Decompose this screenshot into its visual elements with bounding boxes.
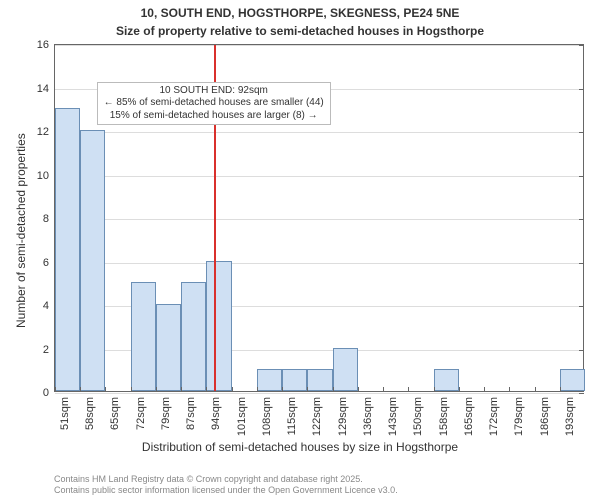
x-tick-label: 143sqm: [387, 397, 399, 436]
chart-container: 10, SOUTH END, HOGSTHORPE, SKEGNESS, PE2…: [0, 0, 600, 500]
annotation-line3: 15% of semi-detached houses are larger (…: [104, 110, 324, 123]
histogram-bar: [282, 369, 307, 391]
x-tick-label: 179sqm: [513, 397, 525, 436]
x-tick-label: 58sqm: [84, 397, 96, 430]
histogram-bar: [131, 282, 156, 391]
x-tick-mark: [55, 387, 56, 392]
x-tick-mark: [282, 387, 283, 392]
annotation-box: 10 SOUTH END: 92sqm← 85% of semi-detache…: [97, 82, 331, 126]
x-tick-mark: [206, 387, 207, 392]
attribution-footer: Contains HM Land Registry data © Crown c…: [54, 474, 398, 496]
y-tick-mark: [579, 45, 584, 46]
y-axis-label: Number of semi-detached properties: [14, 133, 28, 328]
y-tick-mark: [579, 132, 584, 133]
x-tick-mark: [434, 387, 435, 392]
x-tick-mark: [131, 387, 132, 392]
histogram-bar: [206, 261, 231, 392]
x-tick-mark: [535, 387, 536, 392]
histogram-bar: [333, 348, 358, 392]
y-tick-mark: [579, 219, 584, 220]
x-tick-mark: [484, 387, 485, 392]
gridline: [55, 263, 583, 264]
y-tick-label: 2: [43, 344, 49, 356]
gridline: [55, 45, 583, 46]
histogram-bar: [307, 369, 332, 391]
x-tick-label: 136sqm: [362, 397, 374, 436]
x-tick-label: 108sqm: [261, 397, 273, 436]
x-tick-label: 101sqm: [236, 397, 248, 436]
chart-title-line1: 10, SOUTH END, HOGSTHORPE, SKEGNESS, PE2…: [0, 6, 600, 20]
x-tick-label: 158sqm: [438, 397, 450, 436]
x-tick-mark: [105, 387, 106, 392]
x-axis-label: Distribution of semi-detached houses by …: [0, 440, 600, 454]
y-tick-label: 12: [37, 126, 49, 138]
x-tick-mark: [307, 387, 308, 392]
x-tick-label: 186sqm: [539, 397, 551, 436]
x-tick-label: 79sqm: [160, 397, 172, 430]
x-tick-mark: [383, 387, 384, 392]
x-tick-label: 165sqm: [463, 397, 475, 436]
footer-line2: Contains public sector information licen…: [54, 485, 398, 496]
x-tick-label: 115sqm: [286, 397, 298, 435]
y-tick-label: 6: [43, 257, 49, 269]
histogram-bar: [257, 369, 282, 391]
chart-title-line2: Size of property relative to semi-detach…: [0, 24, 600, 38]
y-tick-mark: [579, 306, 584, 307]
x-tick-label: 193sqm: [564, 397, 576, 436]
histogram-bar: [434, 369, 459, 391]
annotation-line1: 10 SOUTH END: 92sqm: [104, 85, 324, 98]
x-tick-label: 72sqm: [135, 397, 147, 430]
x-tick-label: 129sqm: [337, 397, 349, 436]
x-tick-mark: [80, 387, 81, 392]
histogram-bar: [55, 108, 80, 391]
histogram-bar: [156, 304, 181, 391]
footer-line1: Contains HM Land Registry data © Crown c…: [54, 474, 398, 485]
x-tick-label: 51sqm: [59, 397, 71, 430]
y-tick-mark: [579, 350, 584, 351]
gridline: [55, 132, 583, 133]
x-tick-label: 65sqm: [109, 397, 121, 430]
histogram-bar: [80, 130, 105, 391]
histogram-bar: [181, 282, 206, 391]
y-tick-mark: [579, 263, 584, 264]
y-tick-label: 0: [43, 387, 49, 399]
plot-area: 024681012141651sqm58sqm65sqm72sqm79sqm87…: [54, 44, 584, 392]
histogram-bar: [560, 369, 585, 391]
gridline: [55, 219, 583, 220]
gridline: [55, 393, 583, 394]
x-tick-mark: [232, 387, 233, 392]
x-tick-mark: [333, 387, 334, 392]
annotation-line2: ← 85% of semi-detached houses are smalle…: [104, 97, 324, 110]
x-tick-mark: [181, 387, 182, 392]
x-tick-label: 94sqm: [210, 397, 222, 430]
gridline: [55, 176, 583, 177]
y-tick-label: 8: [43, 213, 49, 225]
x-tick-label: 87sqm: [185, 397, 197, 430]
y-tick-mark: [579, 393, 584, 394]
y-tick-mark: [579, 176, 584, 177]
x-tick-mark: [358, 387, 359, 392]
x-tick-label: 150sqm: [412, 397, 424, 436]
x-tick-mark: [509, 387, 510, 392]
y-tick-label: 10: [37, 170, 49, 182]
x-tick-mark: [257, 387, 258, 392]
y-tick-label: 4: [43, 300, 49, 312]
y-tick-label: 16: [37, 39, 49, 51]
x-tick-label: 172sqm: [488, 397, 500, 436]
x-tick-mark: [156, 387, 157, 392]
x-tick-mark: [408, 387, 409, 392]
y-tick-label: 14: [37, 83, 49, 95]
x-tick-label: 122sqm: [311, 397, 323, 436]
x-tick-mark: [560, 387, 561, 392]
x-tick-mark: [459, 387, 460, 392]
y-tick-mark: [579, 89, 584, 90]
